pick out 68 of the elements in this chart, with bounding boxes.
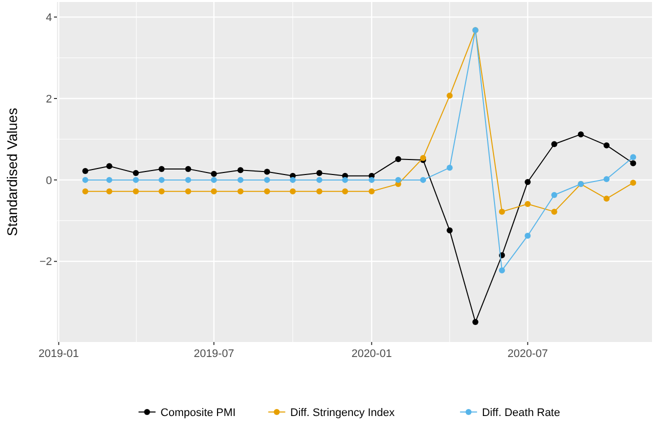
legend-label: Diff. Death Rate bbox=[482, 406, 560, 419]
point bbox=[158, 166, 165, 172]
legend-label: Diff. Stringency Index bbox=[290, 406, 396, 419]
point bbox=[578, 131, 584, 138]
point bbox=[368, 188, 375, 194]
x-tick-label: 2019-07 bbox=[194, 348, 234, 360]
point bbox=[316, 176, 322, 183]
x-tick-label: 2019-01 bbox=[38, 348, 79, 360]
y-tick-label: 4 bbox=[46, 12, 52, 24]
point bbox=[158, 188, 165, 194]
point bbox=[210, 188, 217, 194]
point bbox=[264, 188, 270, 194]
point bbox=[185, 176, 192, 183]
point bbox=[132, 170, 139, 176]
point bbox=[237, 176, 244, 183]
point bbox=[446, 92, 453, 99]
point bbox=[132, 188, 139, 194]
legend-label: Composite PMI bbox=[160, 406, 236, 419]
point bbox=[524, 178, 531, 185]
point bbox=[498, 267, 505, 274]
point bbox=[420, 154, 426, 161]
point bbox=[551, 141, 558, 148]
point bbox=[210, 170, 217, 177]
point bbox=[237, 167, 244, 174]
point bbox=[604, 142, 610, 148]
point bbox=[420, 176, 426, 183]
point bbox=[106, 188, 112, 194]
point bbox=[158, 176, 165, 183]
point bbox=[630, 154, 636, 160]
point bbox=[237, 188, 244, 194]
point bbox=[132, 176, 139, 183]
point bbox=[316, 188, 322, 194]
point bbox=[290, 176, 296, 183]
y-tick-label: −2 bbox=[39, 256, 52, 268]
point bbox=[498, 208, 505, 215]
y-tick-label: 0 bbox=[46, 174, 52, 187]
point bbox=[82, 176, 88, 183]
point bbox=[446, 227, 453, 234]
y-tick-label: 2 bbox=[46, 93, 52, 106]
point bbox=[290, 188, 296, 194]
y-axis-title: Standardised Values bbox=[4, 108, 20, 236]
point bbox=[395, 176, 402, 183]
point bbox=[82, 168, 88, 174]
x-tick-label: 2020-01 bbox=[351, 348, 392, 360]
point bbox=[604, 196, 610, 202]
point bbox=[524, 232, 531, 239]
point bbox=[551, 208, 558, 215]
point bbox=[185, 188, 192, 194]
point bbox=[264, 168, 270, 175]
x-tick-label: 2020-07 bbox=[507, 348, 548, 360]
point bbox=[604, 176, 610, 182]
point bbox=[106, 163, 112, 170]
point bbox=[551, 192, 558, 198]
point bbox=[472, 319, 478, 326]
point bbox=[630, 160, 636, 166]
point bbox=[446, 164, 453, 171]
point bbox=[106, 176, 112, 183]
point bbox=[210, 176, 217, 183]
point bbox=[368, 176, 375, 183]
point bbox=[185, 166, 192, 172]
point bbox=[342, 176, 348, 183]
point bbox=[524, 200, 531, 207]
point bbox=[316, 170, 322, 176]
point bbox=[395, 156, 402, 162]
point bbox=[342, 188, 348, 194]
point bbox=[82, 188, 88, 194]
point bbox=[264, 176, 270, 183]
point bbox=[630, 180, 636, 186]
